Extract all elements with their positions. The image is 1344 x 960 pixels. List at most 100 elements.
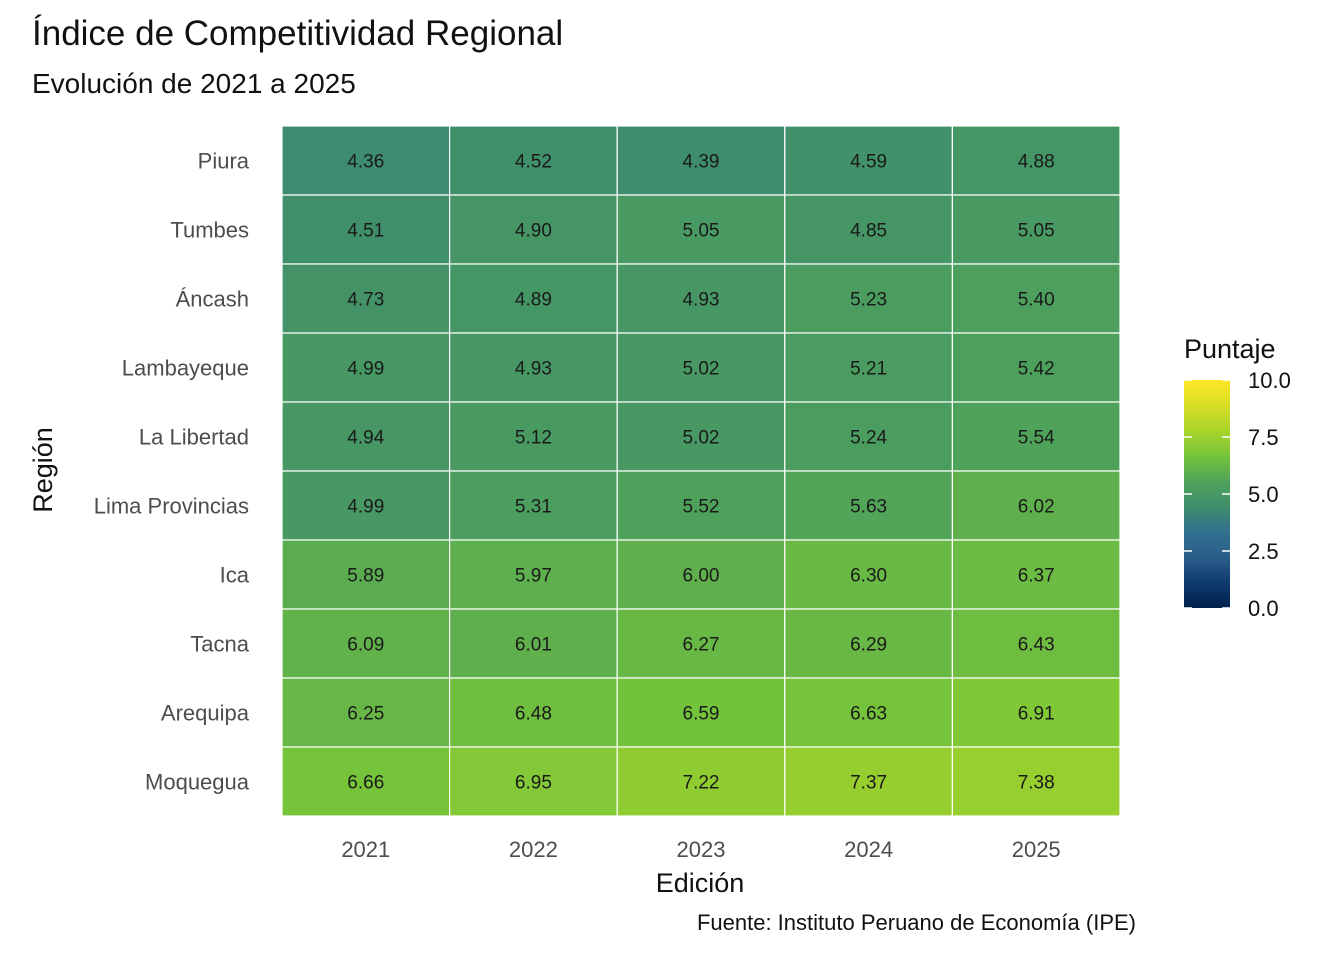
y-tick-label: Tumbes xyxy=(170,218,249,243)
x-tick-label: 2023 xyxy=(677,837,726,862)
cell-value-label: 4.90 xyxy=(515,221,552,242)
heatmap-cell xyxy=(281,401,451,472)
heatmap-cell xyxy=(951,332,1121,403)
cell-value-label: 5.02 xyxy=(683,428,720,449)
heatmap-cell xyxy=(449,746,618,817)
cell-value-label: 6.09 xyxy=(347,635,384,656)
legend-title: Puntaje xyxy=(1184,334,1276,364)
y-tick-label: Lambayeque xyxy=(122,356,249,381)
cell-value-label: 5.63 xyxy=(850,497,887,518)
y-tick-label: Moquegua xyxy=(145,770,250,795)
cell-value-label: 6.02 xyxy=(1018,497,1055,518)
cell-value-label: 6.95 xyxy=(515,773,552,794)
cell-value-label: 6.37 xyxy=(1018,566,1055,587)
heatmap-cell xyxy=(281,746,451,817)
heatmap-cell xyxy=(281,263,451,334)
heatmap-cell xyxy=(951,539,1121,610)
x-tick-label: 2025 xyxy=(1012,837,1061,862)
heatmap-cell xyxy=(784,263,953,334)
legend-tick-label: 10.0 xyxy=(1248,368,1291,393)
cell-value-label: 4.51 xyxy=(347,221,384,242)
heatmap-cell xyxy=(449,332,618,403)
cell-value-label: 6.43 xyxy=(1018,635,1055,656)
cell-value-label: 4.52 xyxy=(515,152,552,173)
x-tick-label: 2021 xyxy=(341,837,390,862)
heatmap-cell xyxy=(951,677,1121,748)
cell-value-label: 4.93 xyxy=(683,290,720,311)
x-axis-title: Edición xyxy=(656,868,745,898)
color-legend: Puntaje 0.0 2.5 5.0 7.5 10.0 xyxy=(1184,334,1291,621)
cell-value-label: 4.99 xyxy=(347,359,384,380)
y-tick-label: Arequipa xyxy=(161,701,250,726)
chart-caption: Fuente: Instituto Peruano de Economía (I… xyxy=(696,910,1136,935)
heatmap-cell xyxy=(281,194,451,265)
y-tick-label: Piura xyxy=(198,149,250,174)
heatmap-cell xyxy=(951,125,1121,196)
cell-value-label: 5.42 xyxy=(1018,359,1055,380)
cell-value-label: 4.36 xyxy=(347,152,384,173)
cell-value-label: 5.05 xyxy=(683,221,720,242)
cell-value-label: 6.01 xyxy=(515,635,552,656)
heatmap-cell xyxy=(281,608,451,679)
cell-value-label: 5.97 xyxy=(515,566,552,587)
legend-tick-label: 7.5 xyxy=(1248,425,1279,450)
cell-value-label: 5.54 xyxy=(1018,428,1055,449)
heatmap-cell xyxy=(784,746,953,817)
heatmap-cell xyxy=(616,608,786,679)
y-tick-label: Ica xyxy=(220,563,250,588)
heatmap-cell xyxy=(951,194,1121,265)
cell-value-label: 6.29 xyxy=(850,635,887,656)
legend-tick-label: 0.0 xyxy=(1248,596,1279,621)
heatmap-cell xyxy=(784,539,953,610)
cell-value-label: 5.23 xyxy=(850,290,887,311)
cell-value-label: 5.12 xyxy=(515,428,552,449)
cell-value-label: 6.59 xyxy=(683,704,720,725)
legend-tick-label: 2.5 xyxy=(1248,539,1279,564)
heatmap-cell xyxy=(616,470,786,541)
cell-value-label: 6.00 xyxy=(683,566,720,587)
heatmap-cell xyxy=(281,539,451,610)
heatmap-cell xyxy=(616,401,786,472)
cell-value-label: 6.66 xyxy=(347,773,384,794)
heatmap-cell xyxy=(951,470,1121,541)
chart-subtitle: Evolución de 2021 a 2025 xyxy=(32,68,356,99)
cell-value-label: 4.93 xyxy=(515,359,552,380)
y-tick-label: Lima Provincias xyxy=(94,494,249,519)
cell-value-label: 7.22 xyxy=(683,773,720,794)
y-tick-label: Tacna xyxy=(190,632,249,657)
heatmap-cell xyxy=(616,263,786,334)
y-tick-label: La Libertad xyxy=(139,425,249,450)
x-tick-label: 2022 xyxy=(509,837,558,862)
heatmap-cell xyxy=(951,401,1121,472)
heatmap-cell xyxy=(281,470,451,541)
legend-tick-label: 5.0 xyxy=(1248,482,1279,507)
cell-value-label: 5.31 xyxy=(515,497,552,518)
cell-value-label: 6.63 xyxy=(850,704,887,725)
cell-value-label: 4.89 xyxy=(515,290,552,311)
cell-value-label: 4.39 xyxy=(683,152,720,173)
cell-value-label: 6.91 xyxy=(1018,704,1055,725)
heatmap-cell xyxy=(449,539,618,610)
cell-value-label: 4.88 xyxy=(1018,152,1055,173)
cell-value-label: 4.94 xyxy=(347,428,384,449)
cell-value-label: 4.73 xyxy=(347,290,384,311)
chart-title: Índice de Competitividad Regional xyxy=(32,14,564,53)
cell-value-label: 6.25 xyxy=(347,704,384,725)
cell-value-label: 4.59 xyxy=(850,152,887,173)
cell-value-label: 5.40 xyxy=(1018,290,1055,311)
cell-value-label: 4.99 xyxy=(347,497,384,518)
cell-value-label: 5.24 xyxy=(850,428,887,449)
cell-value-label: 5.89 xyxy=(347,566,384,587)
heatmap-cell xyxy=(951,263,1121,334)
cell-value-label: 7.38 xyxy=(1018,773,1055,794)
cell-value-label: 5.05 xyxy=(1018,221,1055,242)
cell-value-label: 5.21 xyxy=(850,359,887,380)
heatmap-cell xyxy=(449,470,618,541)
heatmap-cell xyxy=(616,332,786,403)
cell-value-label: 6.48 xyxy=(515,704,552,725)
heatmap-cell xyxy=(449,263,618,334)
heatmap-cell xyxy=(449,194,618,265)
cell-value-label: 7.37 xyxy=(850,773,887,794)
cell-value-label: 5.52 xyxy=(683,497,720,518)
